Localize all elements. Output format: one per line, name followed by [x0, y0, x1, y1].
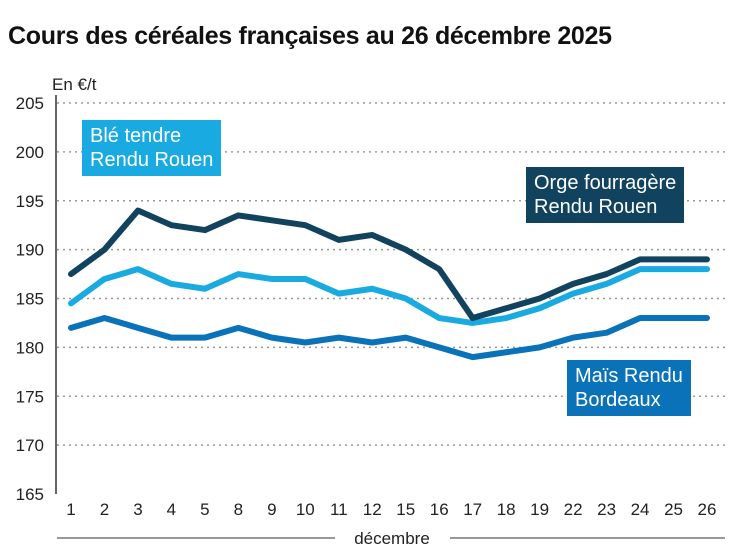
y-tick-label: 190 [16, 241, 44, 260]
x-tick-label: 17 [463, 500, 482, 519]
x-tick-label: 23 [597, 500, 616, 519]
chart-title: Cours des céréales françaises au 26 déce… [8, 22, 612, 50]
x-tick-label: 25 [664, 500, 683, 519]
x-axis-label: décembre [354, 529, 430, 548]
y-tick-label: 195 [16, 192, 44, 211]
x-tick-label: 5 [200, 500, 209, 519]
legend-ble-line1: Blé tendre [90, 125, 182, 147]
y-tick-label: 175 [16, 387, 44, 406]
x-tick-label: 10 [296, 500, 315, 519]
legend-orge-line1: Orge fourragère [534, 172, 677, 194]
x-tick-label: 4 [167, 500, 176, 519]
y-tick-label: 165 [16, 485, 44, 504]
y-tick-label: 180 [16, 338, 44, 357]
legend-mais: Maïs Rendu Bordeaux [567, 360, 691, 416]
x-tick-label: 11 [330, 500, 348, 519]
y-tick-label: 170 [16, 436, 44, 455]
legend-orge-line2: Rendu Rouen [534, 196, 658, 218]
x-tick-label: 15 [396, 500, 415, 519]
y-axis-label: En €/t [52, 75, 97, 94]
x-tick-label: 18 [497, 500, 516, 519]
x-tick-label: 12 [363, 500, 382, 519]
y-tick-label: 185 [16, 290, 44, 309]
x-tick-label: 16 [430, 500, 449, 519]
legend-ble-line2: Rendu Rouen [90, 149, 214, 171]
legend-orge: Orge fourragère Rendu Rouen [526, 167, 685, 223]
x-tick-label: 26 [698, 500, 717, 519]
series-line-orge [68, 207, 710, 322]
legend-mais-line2: Bordeaux [575, 389, 661, 411]
series-line-maïs [68, 315, 710, 361]
y-tick-label: 205 [16, 94, 44, 113]
x-tick-label: 22 [564, 500, 583, 519]
x-tick-label: 9 [267, 500, 276, 519]
series-line-blé [68, 266, 710, 326]
legend-mais-line1: Maïs Rendu [575, 365, 683, 387]
x-tick-label: 19 [530, 500, 549, 519]
x-tick-label: 3 [133, 500, 142, 519]
x-tick-label: 8 [234, 500, 243, 519]
x-tick-label: 1 [66, 500, 75, 519]
legend-ble: Blé tendre Rendu Rouen [82, 120, 222, 176]
x-tick-label: 2 [100, 500, 109, 519]
x-tick-label: 24 [631, 500, 650, 519]
y-tick-label: 200 [16, 143, 44, 162]
